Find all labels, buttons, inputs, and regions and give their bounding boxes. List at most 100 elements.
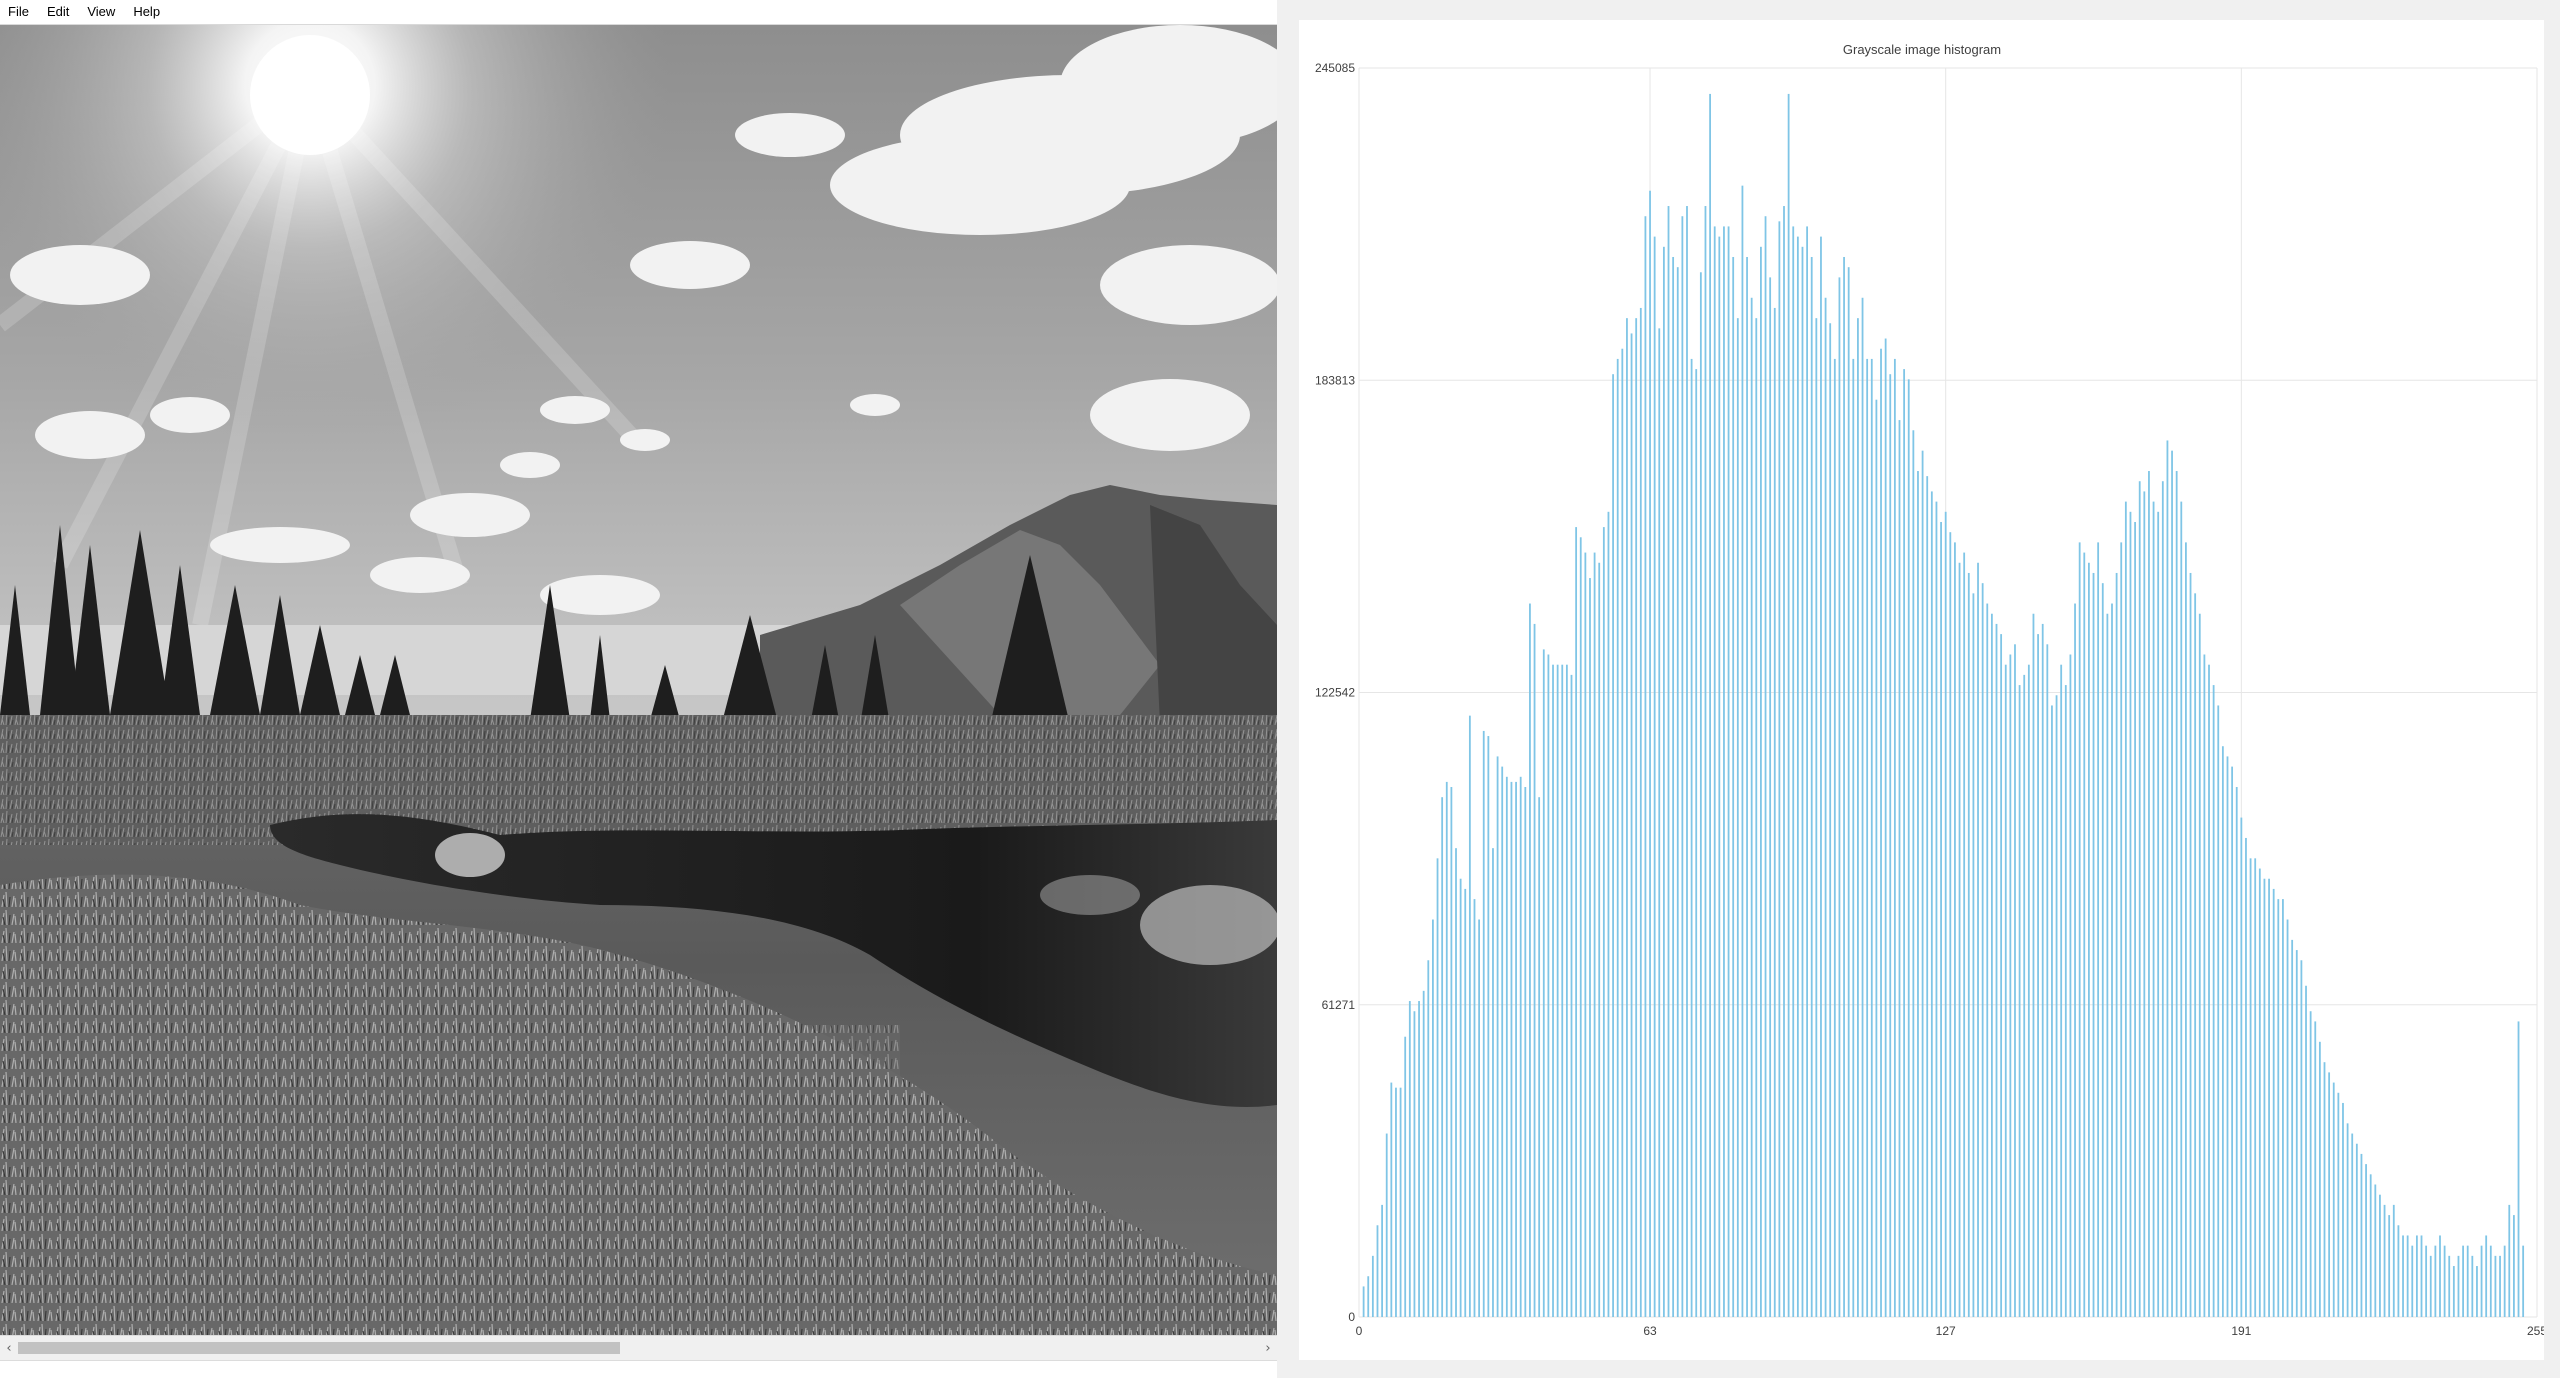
histogram-bar	[1556, 664, 1559, 1317]
histogram-bar	[2166, 440, 2169, 1318]
histogram-bar	[1579, 537, 1582, 1317]
histogram-bar	[1852, 358, 1855, 1317]
histogram-bar	[2226, 756, 2229, 1317]
histogram-bar	[1681, 216, 1684, 1318]
histogram-bar	[2263, 878, 2266, 1317]
bars-layer	[1362, 93, 2525, 1318]
histogram-bar	[2282, 899, 2284, 1317]
histogram-bar	[1935, 501, 1938, 1317]
histogram-bar	[2240, 817, 2243, 1317]
histogram-bar	[1496, 756, 1499, 1317]
histogram-bar	[1843, 256, 1845, 1317]
x-tick-label: 255	[2527, 1324, 2544, 1338]
histogram-bar	[1917, 471, 1919, 1317]
histogram-bar	[2452, 1266, 2455, 1317]
landscape-photo	[0, 25, 1277, 1335]
histogram-bar	[2443, 1245, 2446, 1317]
histogram-bar	[2332, 1082, 2335, 1317]
histogram-bar	[2254, 858, 2257, 1317]
histogram-bar	[2351, 1133, 2354, 1317]
scroll-right-arrow-icon[interactable]: ›	[1265, 1340, 1271, 1356]
histogram-bar	[1436, 858, 1439, 1317]
histogram-bar	[2088, 562, 2090, 1317]
image-viewer[interactable]: ‹ ›	[0, 25, 1278, 1361]
histogram-bar	[1589, 578, 1591, 1317]
histogram-bar	[2115, 572, 2118, 1317]
histogram-bar	[1880, 348, 1882, 1318]
histogram-bar	[1940, 521, 1942, 1317]
histogram-bar	[1926, 476, 1929, 1317]
histogram-bar	[1482, 730, 1485, 1317]
menu-help[interactable]: Help	[133, 4, 161, 19]
y-tick-label: 183813	[1315, 373, 1355, 387]
histogram-bar	[1598, 562, 1601, 1317]
histogram-bar	[2420, 1235, 2423, 1317]
histogram-bar	[1441, 797, 1444, 1317]
histogram-bar	[1593, 552, 1596, 1317]
histogram-bar	[2078, 542, 2081, 1317]
histogram-bar	[1949, 532, 1952, 1317]
image-canvas[interactable]	[0, 25, 1278, 1335]
histogram-bar	[2305, 985, 2307, 1317]
histogram-bar	[2342, 1102, 2344, 1317]
histogram-bar	[1967, 572, 1970, 1317]
histogram-bar	[2000, 634, 2003, 1317]
menu-divider	[0, 24, 1277, 25]
histogram-bar	[1995, 623, 1998, 1317]
menu-file[interactable]: File	[8, 4, 29, 19]
histogram-bar	[2004, 664, 2007, 1317]
axis-layer: 0 61271 122542 183813 245085 0 63 127 191 255	[1315, 61, 2544, 1338]
histogram-bar	[2092, 572, 2095, 1317]
histogram-bar	[1662, 246, 1665, 1317]
scroll-left-arrow-icon[interactable]: ‹	[6, 1340, 12, 1356]
menu-edit[interactable]: Edit	[46, 4, 70, 19]
histogram-bar	[1713, 226, 1716, 1317]
histogram-bar	[1690, 358, 1693, 1317]
histogram-bar	[2138, 481, 2141, 1318]
scrollbar-thumb[interactable]	[18, 1342, 620, 1354]
histogram-bar	[2471, 1255, 2474, 1317]
histogram-bar	[1542, 649, 1545, 1317]
histogram-bar	[1778, 221, 1781, 1317]
histogram-bar	[1732, 256, 1735, 1317]
histogram-bar	[1990, 613, 1993, 1317]
histogram-bar	[1838, 277, 1841, 1317]
histogram-bar	[2425, 1245, 2428, 1317]
histogram-bar	[2101, 583, 2104, 1317]
histogram-bar	[1806, 226, 1808, 1317]
histogram-chart: Grayscale image histogram 0 61271 122542 18…	[1315, 42, 2544, 1338]
histogram-bar	[2392, 1204, 2395, 1317]
histogram-bar	[1501, 766, 1504, 1317]
histogram-bar	[1741, 185, 1744, 1317]
histogram-bar	[2014, 644, 2016, 1317]
histogram-bar	[1459, 878, 1462, 1317]
histogram-bar	[1727, 226, 1730, 1317]
histogram-bar	[1695, 369, 1698, 1317]
histogram-bar	[2434, 1245, 2437, 1317]
histogram-bar	[2018, 685, 2021, 1317]
histogram-bar	[1432, 919, 1434, 1317]
histogram-bar	[2097, 542, 2100, 1317]
histogram-bar	[2503, 1245, 2506, 1317]
histogram-bar	[1445, 781, 1448, 1317]
histogram-bar	[2032, 613, 2035, 1317]
histogram-bar	[1783, 206, 1785, 1317]
histogram-bar	[2258, 868, 2261, 1317]
histogram-bar	[1893, 358, 1896, 1317]
menu-view[interactable]: View	[87, 4, 116, 19]
histogram-bar	[1575, 527, 1578, 1317]
histogram-bar	[1404, 1036, 1407, 1317]
histogram-bar	[1644, 216, 1647, 1318]
histogram-bar	[1362, 1286, 1365, 1317]
histogram-bar	[1787, 93, 1790, 1317]
histogram-bar	[2106, 613, 2109, 1317]
histogram-bar	[2134, 521, 2136, 1317]
histogram-bar	[1801, 246, 1804, 1317]
histogram-bar	[1381, 1204, 1383, 1317]
histogram-bar	[1635, 318, 1638, 1317]
histogram-bar	[1676, 267, 1679, 1318]
histogram-bar	[1796, 236, 1799, 1318]
histogram-bar	[2346, 1123, 2349, 1317]
histogram-bar	[1773, 307, 1776, 1317]
horizontal-scrollbar[interactable]: ‹ ›	[0, 1335, 1277, 1361]
